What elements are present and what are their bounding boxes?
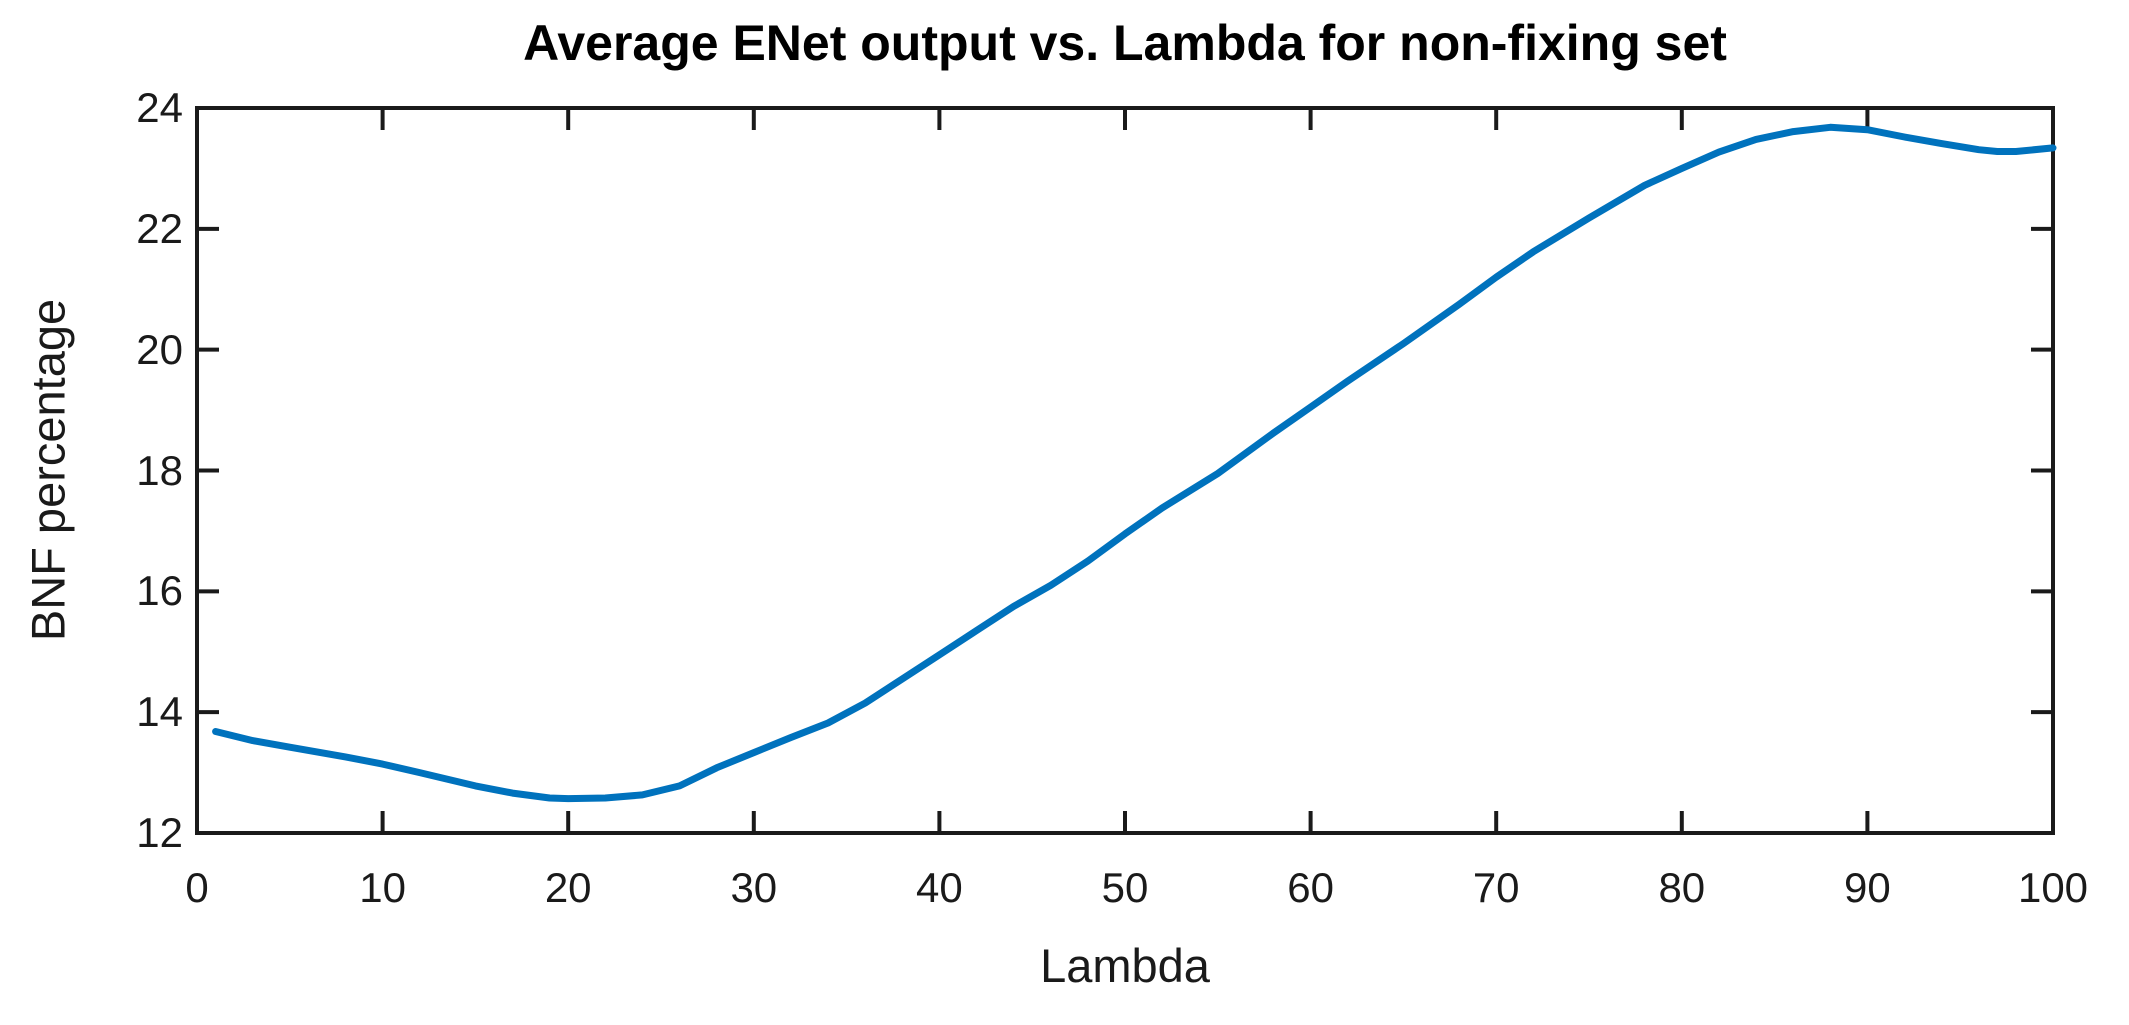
x-tick-label: 50 (1101, 864, 1149, 911)
y-tick-label: 12 (136, 809, 183, 856)
x-tick-label: 40 (916, 864, 963, 911)
x-tick-label: 10 (359, 864, 406, 911)
x-tick-label: 100 (2017, 864, 2089, 911)
x-tick-label: 0 (185, 864, 209, 911)
x-tick-label: 30 (730, 864, 778, 911)
x-axis-label: Lambda (1040, 939, 1210, 992)
chart-title: Average ENet output vs. Lambda for non-f… (523, 15, 1727, 71)
x-tick-label: 60 (1287, 864, 1334, 911)
y-tick-label: 18 (136, 446, 183, 494)
y-tick-label: 24 (136, 84, 183, 131)
x-tick-label: 90 (1844, 864, 1891, 911)
x-tick-label: 70 (1472, 864, 1520, 911)
x-tick-label: 80 (1658, 864, 1706, 911)
x-tick-label: 20 (544, 864, 592, 911)
y-tick-label: 14 (136, 688, 183, 736)
y-tick-label: 22 (136, 204, 183, 252)
y-tick-label: 16 (136, 567, 183, 615)
curve-line (212, 123, 2057, 803)
y-tick-label: 20 (136, 325, 183, 373)
plot-box (195, 106, 2055, 835)
